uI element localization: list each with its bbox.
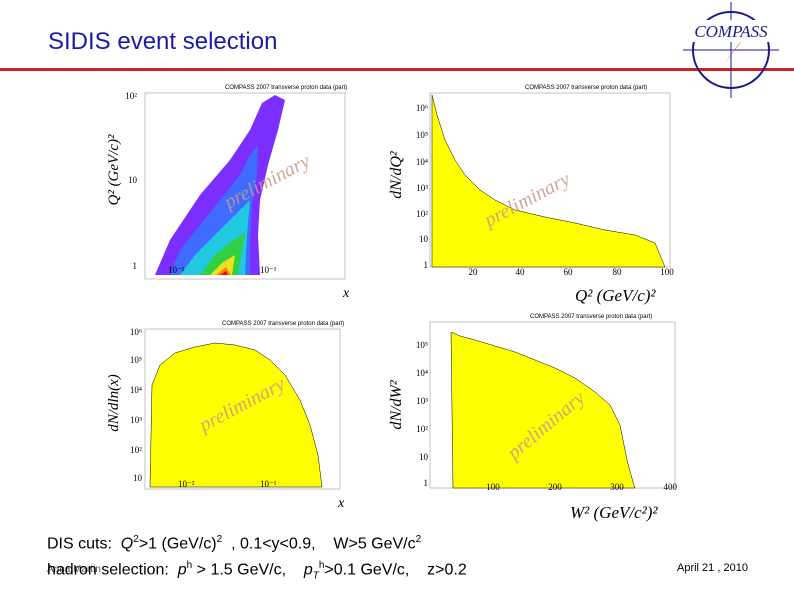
slide-title: SIDIS event selection [48, 28, 278, 55]
logo-text: COMPASS [694, 22, 768, 41]
x-tick-label: 100 [660, 267, 674, 277]
dn-dw2-panel: COMPASS 2007 transverse proton data (par… [388, 314, 678, 522]
y-tick-label: 10 [133, 473, 143, 483]
x-axis-title: x [342, 286, 350, 301]
y-tick-label: 10² [416, 424, 428, 434]
y-tick-label: 10² [416, 209, 428, 219]
heatmap-band [155, 95, 285, 275]
x-tick-label: 10⁻² [168, 265, 185, 275]
y-cut: , 0.1<y<0.9, [231, 535, 316, 553]
w-cut: W>5 GeV/c [333, 535, 416, 553]
y-axis-title: dN/dQ² [388, 150, 405, 199]
y-tick-label: 10⁵ [416, 130, 428, 140]
p-symbol: p [177, 561, 187, 579]
q2-distribution [431, 94, 666, 268]
title-divider [0, 68, 794, 71]
x-tick-label: 100 [486, 482, 500, 492]
x-tick-label: 10⁻¹ [260, 479, 277, 489]
y-tick-label: 10⁵ [130, 355, 142, 365]
y-tick-label: 10⁴ [130, 385, 142, 395]
y-tick-label: 10⁴ [416, 368, 428, 378]
y-tick-label: 10⁴ [416, 157, 428, 167]
x-axis-title: Q² (GeV/c)² [575, 286, 656, 305]
y-axis-title: dN/dln(x) [106, 374, 122, 432]
p-cut: > 1.5 GeV/c, [196, 561, 287, 579]
q2-cut: >1 (GeV/c) [138, 535, 217, 553]
panel-header: COMPASS 2007 transverse proton data (par… [525, 85, 647, 91]
x-tick-label: 400 [664, 482, 678, 492]
date-footer: April 21 , 2010 [677, 562, 748, 574]
x-tick-label: 60 [564, 267, 574, 277]
compass-logo: COMPASS [676, 2, 786, 98]
y-axis-title: dN/dW² [388, 379, 405, 429]
dis-cuts-prefix: DIS cuts: [47, 535, 112, 553]
x-tick-label: 80 [613, 267, 623, 277]
lnx-distribution [149, 342, 323, 488]
logo-needle [720, 35, 746, 70]
x-axis-title: W² (GeV/c²)² [570, 503, 658, 522]
panel-header: COMPASS 2007 transverse proton data (par… [530, 314, 652, 320]
y-tick-label: 1 [133, 261, 138, 271]
dis-cuts-line: DIS cuts: Q2>1 (GeV/c)2 , 0.1<y<0.9, W>5… [47, 534, 422, 553]
pt-symbol: p [303, 561, 313, 579]
y-tick-label: 10³ [416, 396, 428, 406]
y-tick-label: 10 [128, 175, 138, 185]
x-tick-label: 40 [516, 267, 526, 277]
y-axis-title: Q² (GeV/c)² [106, 134, 122, 206]
y-tick-label: 1 [424, 260, 429, 270]
hadron-selection-line: hadron selection: ph > 1.5 GeV/c, pTh>0.… [47, 560, 467, 582]
y-tick-label: 10² [125, 91, 137, 101]
dn-dq2-panel: COMPASS 2007 transverse proton data (par… [388, 85, 674, 305]
x-tick-label: 200 [548, 482, 562, 492]
panel-header: COMPASS 2007 transverse proton data (par… [225, 85, 347, 91]
y-tick-label: 10² [130, 445, 142, 455]
w2-distribution [450, 331, 636, 489]
y-tick-label: 10 [419, 452, 429, 462]
y-tick-label: 10⁶ [130, 327, 142, 337]
x-tick-label: 20 [469, 267, 479, 277]
y-tick-label: 10³ [416, 183, 428, 193]
x-axis-title: x [337, 496, 345, 511]
y-tick-label: 10 [419, 234, 429, 244]
y-tick-label: 10⁵ [416, 340, 428, 350]
x-tick-label: 10⁻² [178, 479, 195, 489]
x-tick-label: 300 [610, 482, 624, 492]
x-tick-label: 10⁻¹ [260, 265, 277, 275]
hadron-selection-prefix: hadron selection: [47, 561, 169, 579]
panel-header: COMPASS 2007 transverse proton data (par… [222, 321, 344, 327]
z-cut: z>0.2 [427, 561, 467, 579]
y-tick-label: 10⁶ [416, 103, 428, 113]
dn-dlnx-panel: COMPASS 2007 transverse proton data (par… [106, 321, 345, 511]
q2-vs-x-panel: COMPASS 2007 transverse proton data (par… [106, 85, 350, 301]
pt-cut: >0.1 GeV/c, [324, 561, 410, 579]
y-tick-label: 1 [424, 478, 429, 488]
y-tick-label: 10³ [130, 415, 142, 425]
author-footer: Anna Martin [47, 564, 101, 575]
q2-symbol: Q [120, 535, 134, 553]
